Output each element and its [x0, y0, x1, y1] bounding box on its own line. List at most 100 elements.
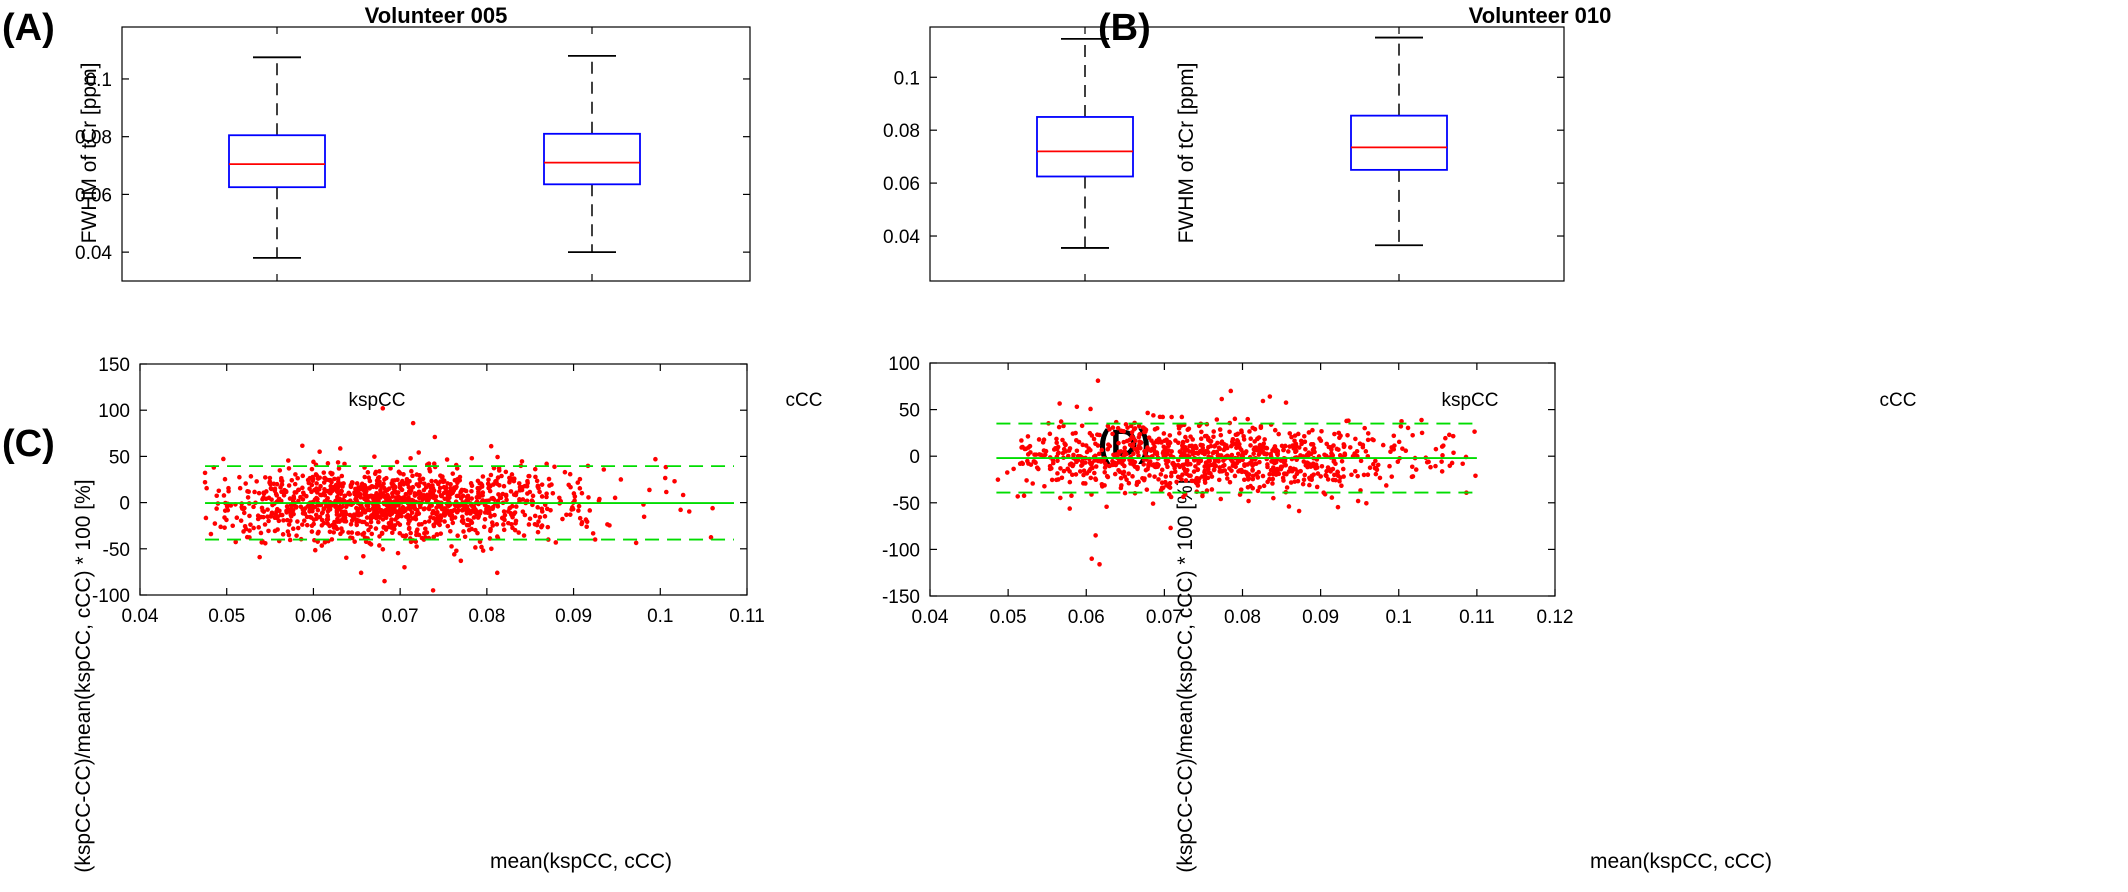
data-point [348, 498, 353, 503]
x-tick-label: 0.05 [990, 607, 1027, 628]
data-point [393, 484, 398, 490]
data-point [221, 493, 227, 498]
data-point [334, 489, 340, 494]
data-point [332, 476, 337, 482]
data-point [1208, 462, 1214, 468]
data-point [1151, 413, 1156, 418]
data-point [1174, 479, 1179, 485]
data-point [1331, 458, 1337, 464]
data-point [520, 509, 526, 514]
data-point [1271, 495, 1276, 501]
data-point [476, 492, 482, 497]
data-point [261, 490, 266, 496]
data-point [228, 503, 234, 508]
data-point [1135, 466, 1140, 472]
data-point [1080, 442, 1086, 448]
data-point [1093, 477, 1099, 483]
data-point [1163, 474, 1169, 479]
data-point [390, 524, 396, 530]
data-point [435, 509, 440, 515]
data-point [1307, 482, 1312, 488]
data-point [1349, 472, 1354, 478]
y-tick-label: 0 [119, 494, 130, 515]
data-point [238, 518, 244, 523]
data-point [1083, 481, 1088, 486]
data-point [422, 481, 427, 486]
data-point [368, 519, 374, 525]
data-point [1060, 437, 1065, 443]
data-point [1313, 465, 1319, 471]
data-point [519, 459, 525, 464]
data-point [329, 471, 335, 477]
data-point [289, 478, 295, 483]
data-point [1122, 490, 1128, 496]
data-point [1186, 426, 1192, 432]
data-point [1300, 481, 1306, 487]
data-point [535, 484, 541, 489]
data-point [1318, 474, 1324, 479]
data-point [427, 503, 433, 508]
data-point [425, 496, 430, 501]
data-point [1371, 461, 1376, 467]
data-point [542, 514, 548, 519]
data-point [1246, 476, 1252, 481]
data-point [1155, 437, 1161, 443]
data-point [412, 491, 418, 496]
data-point [1363, 449, 1369, 454]
data-point [1280, 475, 1286, 481]
data-point [530, 493, 536, 499]
data-point [1373, 465, 1379, 471]
box-cCC [1350, 36, 1448, 247]
data-point [516, 481, 522, 486]
data-point [1156, 477, 1161, 482]
panel-a-ylabel: FWHM of tCr [ppm] [78, 63, 101, 244]
data-point [283, 489, 289, 495]
data-point [401, 509, 406, 515]
data-point [597, 496, 602, 502]
data-point [352, 490, 357, 495]
data-point [1177, 464, 1183, 470]
data-point [449, 491, 454, 496]
data-point [1389, 474, 1395, 479]
data-point [539, 482, 545, 487]
data-point [1140, 425, 1146, 430]
data-point [369, 531, 375, 537]
data-point [285, 507, 291, 512]
data-point [1088, 466, 1093, 472]
data-point [298, 504, 304, 510]
data-point [1055, 458, 1060, 464]
data-point [1286, 469, 1292, 474]
data-point [1342, 451, 1348, 456]
data-point [471, 515, 477, 520]
data-point [1269, 459, 1274, 464]
data-point [590, 531, 596, 536]
data-point [1268, 467, 1274, 473]
data-point [1110, 425, 1116, 430]
data-point [1302, 439, 1308, 445]
data-point [374, 515, 379, 521]
data-point [326, 503, 332, 509]
data-point [532, 466, 538, 472]
data-point [1389, 445, 1394, 450]
data-point [550, 490, 556, 496]
data-point [339, 473, 345, 479]
data-point [301, 518, 307, 523]
data-point [412, 506, 418, 512]
data-point [1241, 437, 1247, 442]
y-tick-label: -50 [893, 494, 920, 515]
data-point [442, 513, 447, 518]
data-point [1255, 436, 1260, 441]
data-point [1410, 474, 1416, 479]
data-point [251, 525, 256, 531]
data-point [1239, 453, 1245, 459]
y-tick-label: 50 [109, 447, 130, 468]
data-point [586, 495, 591, 500]
data-point [1172, 469, 1178, 475]
data-point [1193, 464, 1198, 469]
data-point [287, 537, 293, 543]
data-point [1396, 439, 1402, 445]
data-point [494, 522, 500, 527]
data-point [547, 483, 552, 488]
data-point [293, 490, 299, 495]
data-point [1151, 441, 1156, 446]
